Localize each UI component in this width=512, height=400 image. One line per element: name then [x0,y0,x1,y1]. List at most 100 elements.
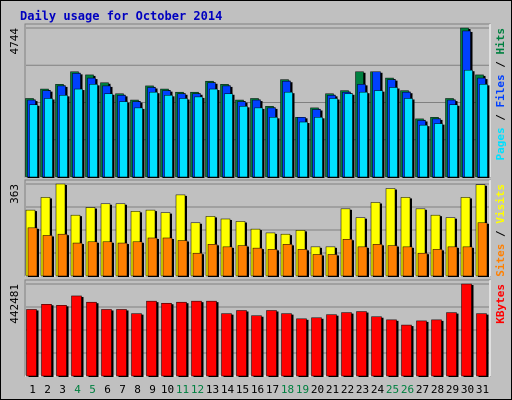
day-label-22: 22 [341,383,354,396]
day-label-30: 30 [461,383,474,396]
day-label-14: 14 [221,383,235,396]
day-label-21: 21 [326,383,339,396]
legend-visits: Visits [494,184,507,224]
bar-sites-day-23 [357,246,369,277]
panel-legend: KBytes [494,284,507,324]
bar-kbytes-day-19 [296,318,309,377]
bar-pages-day-29 [449,104,460,178]
bar-sites-day-11 [177,240,189,277]
bar-pages-day-25 [389,87,400,178]
bar-sites-day-12 [192,252,204,277]
bar-kbytes-day-16 [251,315,264,377]
day-label-29: 29 [446,383,459,396]
bar-sites-day-19 [297,249,309,277]
bar-kbytes-day-13 [206,300,219,377]
day-label-18: 18 [281,383,294,396]
bar-sites-day-27 [417,252,429,277]
bar-sites-day-15 [237,245,249,277]
bar-kbytes-day-25 [386,319,399,377]
svg-text:KBytes: KBytes [494,284,507,324]
bar-sites-day-29 [447,246,459,277]
bar-sites-day-18 [282,244,294,277]
day-label-16: 16 [251,383,264,396]
bar-kbytes-day-1 [26,309,39,377]
legend-separator: / [494,55,507,75]
bar-sites-day-2 [42,235,54,277]
bar-kbytes-day-22 [341,312,354,377]
legend-sites: Sites [494,244,507,277]
bar-pages-day-19 [299,121,310,178]
bar-sites-day-25 [387,245,399,277]
bar-sites-day-10 [162,237,174,277]
bar-sites-day-9 [147,237,159,277]
day-label-1: 1 [29,383,36,396]
legend-hits: Hits [494,28,507,55]
bar-pages-day-8 [134,107,145,178]
bar-kbytes-day-10 [161,302,174,377]
day-label-6: 6 [104,383,111,396]
day-label-13: 13 [206,383,219,396]
bar-kbytes-day-9 [146,300,159,377]
bar-sites-day-4 [72,242,84,277]
bar-pages-day-13 [209,88,220,178]
bar-sites-day-7 [117,242,129,277]
day-label-31: 31 [476,383,489,396]
bar-sites-day-20 [312,254,324,277]
bar-kbytes-day-29 [446,312,459,377]
bar-pages-day-22 [344,93,355,178]
bar-kbytes-day-24 [371,316,384,377]
chart-title: Daily usage for October 2014 [20,9,222,23]
bar-sites-day-28 [432,249,444,277]
day-label-20: 20 [311,383,324,396]
bar-pages-day-7 [119,101,130,178]
bar-pages-day-6 [104,93,115,178]
svg-text:Pages / Files / Hits: Pages / Files / Hits [494,28,507,161]
bar-pages-day-18 [284,91,295,178]
bar-sites-day-13 [207,244,219,277]
bar-pages-day-3 [59,95,70,178]
panel-3: 442481 KBytes [8,279,507,377]
bar-pages-day-11 [179,98,190,178]
bar-kbytes-day-12 [191,300,204,377]
bar-pages-day-16 [254,107,265,178]
bar-pages-day-17 [269,117,280,178]
day-label-11: 11 [176,383,189,396]
bar-pages-day-15 [239,106,250,178]
bar-pages-day-10 [164,95,175,178]
bar-kbytes-day-2 [41,304,54,377]
bar-pages-day-27 [419,124,430,178]
legend-pages: Pages [494,127,507,160]
day-label-4: 4 [74,383,81,396]
bar-kbytes-day-31 [476,313,489,377]
legend-separator: / [494,224,507,244]
bar-sites-day-3 [57,233,69,277]
day-label-25: 25 [386,383,399,396]
day-label-12: 12 [191,383,204,396]
panel-axis-max-label: 442481 [8,284,21,324]
day-label-19: 19 [296,383,309,396]
bar-pages-day-20 [314,117,325,178]
bar-kbytes-day-15 [236,310,249,377]
bar-sites-day-1 [27,227,39,277]
day-label-7: 7 [119,383,126,396]
bar-kbytes-day-17 [266,310,279,377]
bar-pages-day-30 [464,69,475,178]
panel-axis-max-label: 4744 [8,28,21,55]
day-label-10: 10 [161,383,174,396]
panel-legend: Sites / Visits [494,184,507,277]
bar-sites-day-8 [132,241,144,277]
bar-pages-day-12 [194,96,205,178]
bar-pages-day-2 [44,98,55,178]
bar-kbytes-day-26 [401,324,414,377]
bar-kbytes-day-8 [131,313,144,377]
day-label-9: 9 [149,383,156,396]
bar-pages-day-9 [149,91,160,178]
bar-sites-day-6 [102,241,114,277]
bar-pages-day-28 [434,123,445,178]
bar-sites-day-16 [252,247,264,277]
bar-kbytes-day-6 [101,309,114,377]
bar-pages-day-5 [89,84,100,178]
bar-sites-day-30 [462,246,474,277]
bar-sites-day-22 [342,239,354,277]
bar-sites-day-21 [327,254,339,277]
